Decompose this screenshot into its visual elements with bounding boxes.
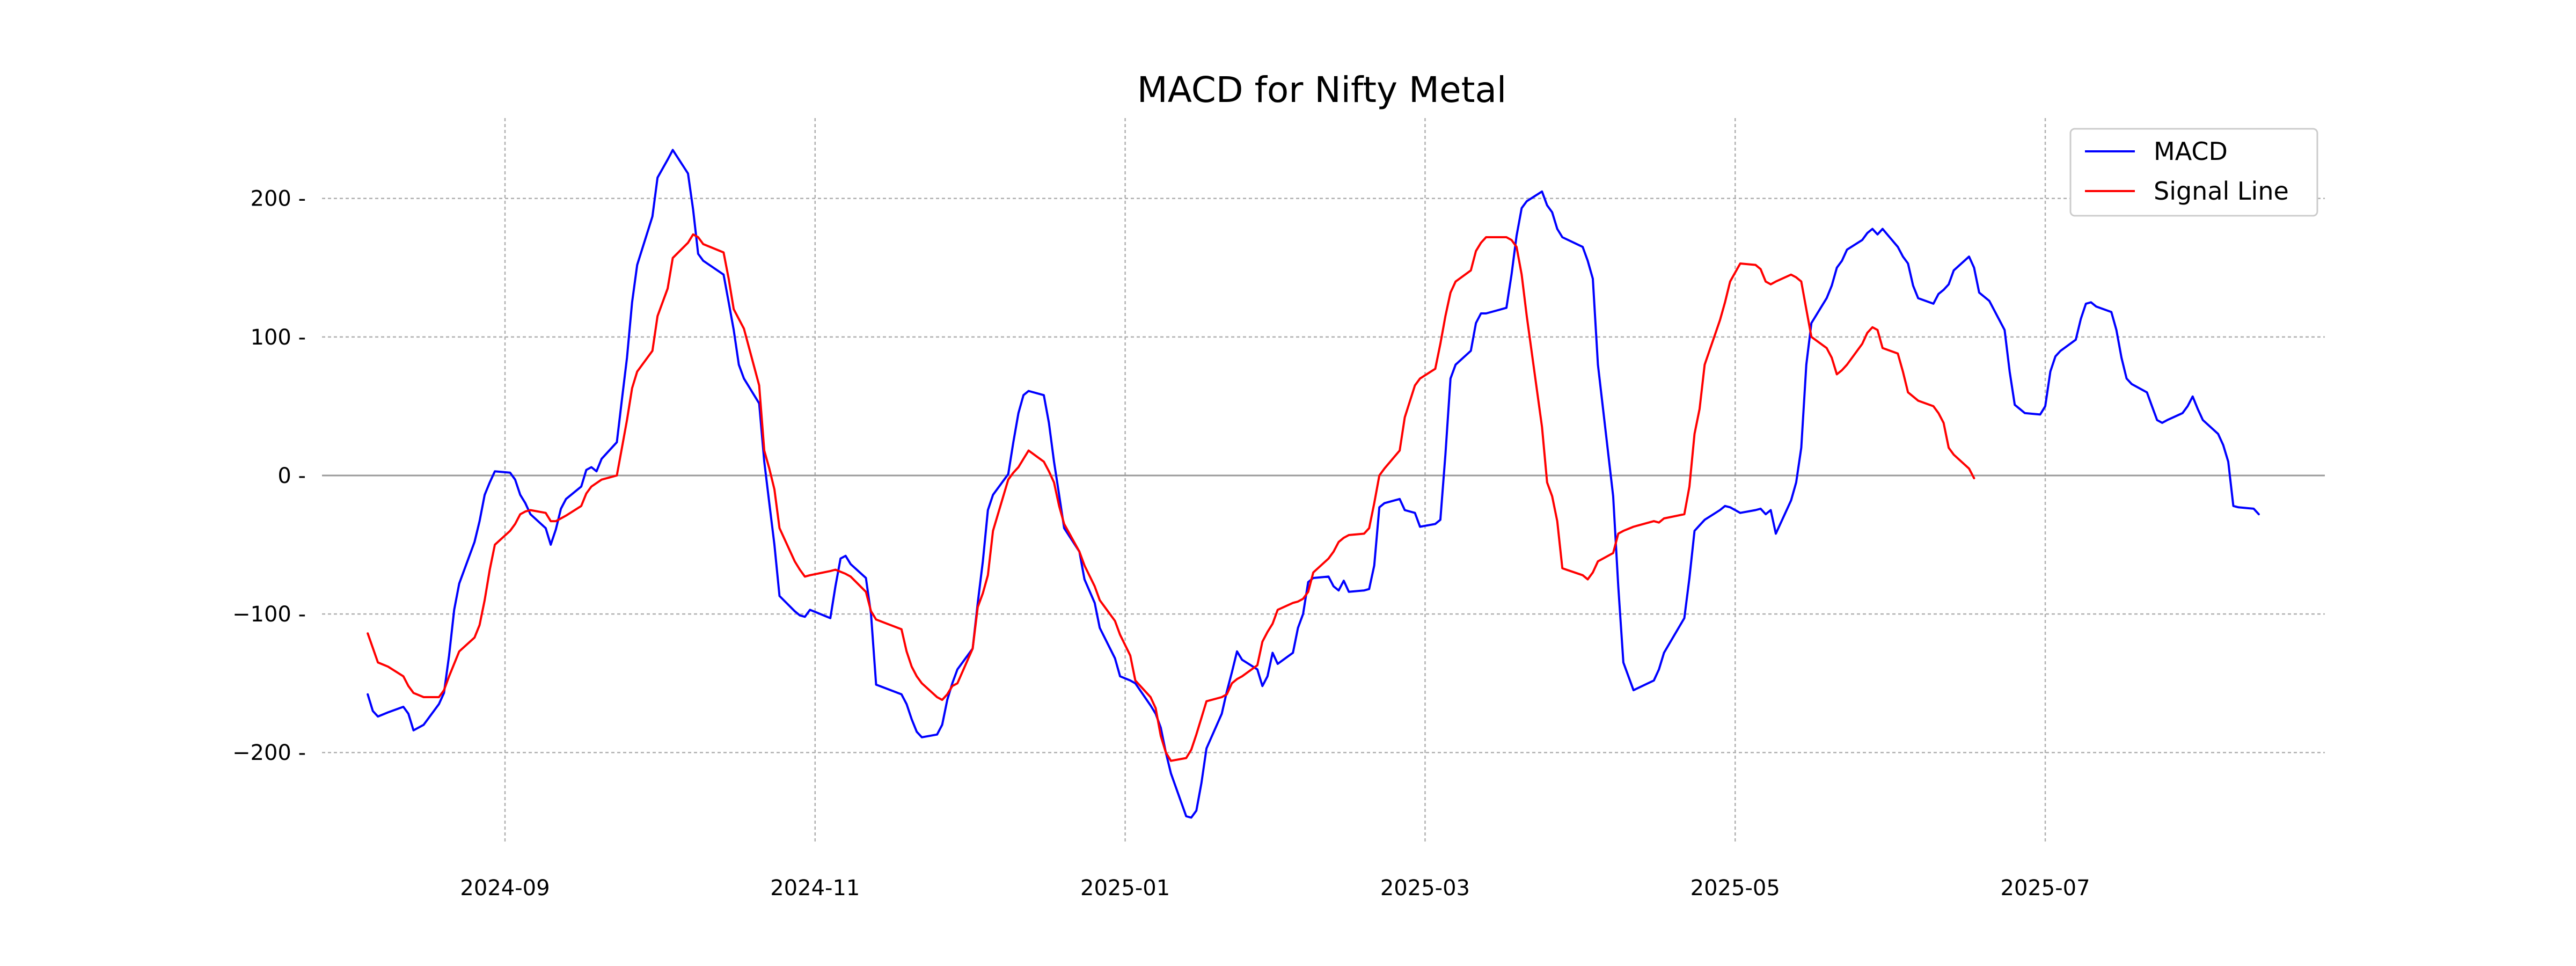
- x-tick-labels: 2024-09 2024-11 2025-01 2025-03 2025-05 2025-…: [460, 876, 2090, 901]
- x-tick-label-2024-11: 2024-11: [770, 876, 860, 901]
- legend-label-signal-line: Signal Line: [2154, 177, 2289, 206]
- y-tick-labels: 200 - 100 - 0 - −100 - −200 -: [232, 187, 306, 766]
- x-tick-label-2024-09: 2024-09: [460, 876, 550, 901]
- legend-label-macd: MACD: [2154, 137, 2228, 166]
- x-tick-label-2025-07: 2025-07: [2000, 876, 2090, 901]
- x-tick-label-2025-01: 2025-01: [1080, 876, 1170, 901]
- y-tick-label-100: 100 -: [251, 325, 306, 350]
- x-tick-label-2025-05: 2025-05: [1690, 876, 1780, 901]
- series-line-macd: [367, 149, 2260, 819]
- y-tick-label-0: 0 -: [277, 464, 306, 488]
- series-layer: [367, 149, 2260, 819]
- legend: MACD Signal Line: [2069, 128, 2318, 217]
- y-tick-label-200: −200 -: [232, 741, 306, 765]
- y-tick-label-100: −100 -: [232, 602, 306, 627]
- series-line-signal-line: [367, 233, 1975, 762]
- chart-title: MACD for Nifty Metal: [1137, 69, 1506, 111]
- x-tick-label-2025-03: 2025-03: [1380, 876, 1470, 901]
- y-tick-label-200: 200 -: [251, 187, 306, 211]
